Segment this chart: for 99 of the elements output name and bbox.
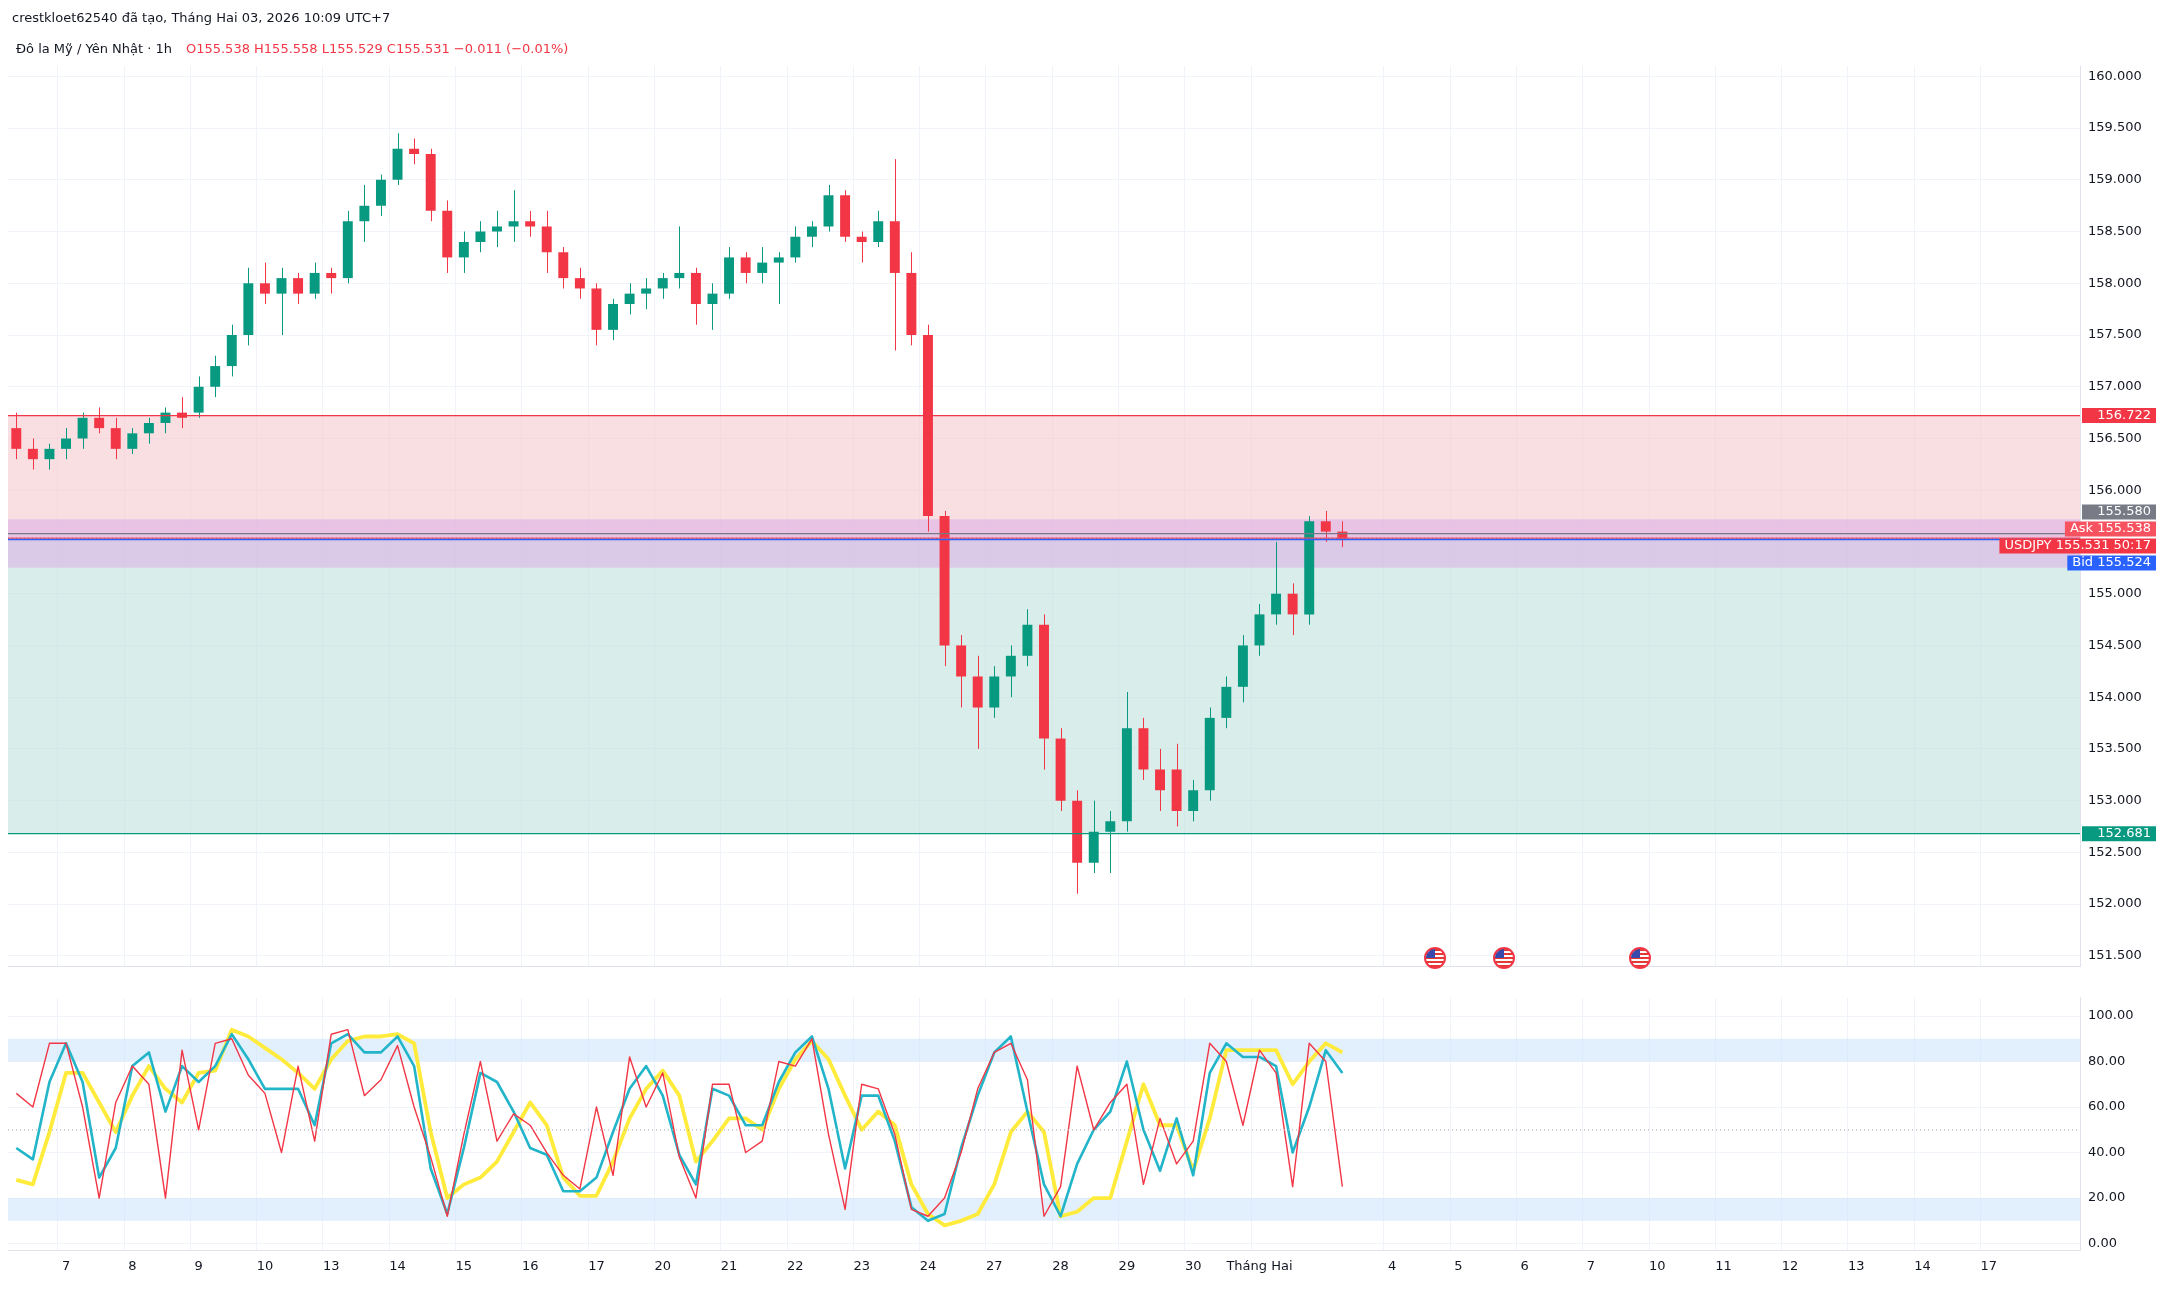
candlestick: [61, 427, 71, 460]
x-tick-label: 12: [1781, 1257, 1799, 1273]
candlestick: [773, 251, 784, 305]
y-tick-label: 157.000: [2088, 378, 2142, 394]
candlestick: [790, 225, 801, 264]
y-tick-label: 159.000: [2088, 171, 2142, 187]
candlestick: [508, 189, 519, 243]
candlestick: [143, 417, 154, 445]
x-tick-label: 14: [1914, 1257, 1931, 1273]
x-tick-label: 30: [1184, 1257, 1202, 1273]
candlestick: [757, 246, 768, 284]
candlestick: [873, 210, 884, 248]
candlestick: [624, 282, 635, 315]
text: crestkloet62540 đã tạo, Tháng Hai 03, 2026 10:09 UTC+7: [12, 10, 391, 25]
candlestick: [1320, 510, 1331, 543]
candlestick: [1287, 582, 1298, 636]
candlestick: [657, 272, 668, 300]
candlestick: [1155, 748, 1166, 812]
x-tick-label: 10: [1649, 1257, 1666, 1273]
x-tick-label: 7: [61, 1257, 71, 1273]
candlestick: [210, 355, 221, 398]
candlestick: [641, 277, 652, 310]
y-tick-label: 158.500: [2088, 222, 2142, 238]
candlestick: [326, 267, 337, 295]
candlestick: [740, 251, 751, 284]
candlestick: [574, 267, 585, 300]
candlestick: [525, 210, 536, 238]
y-tick-label: 158.000: [2088, 274, 2142, 290]
x-tick-label: Tháng Hai: [1225, 1257, 1293, 1273]
candlestick: [293, 272, 304, 305]
candlestick: [27, 438, 38, 471]
x-tick-label: 10: [256, 1257, 274, 1273]
x-tick-label: 23: [853, 1257, 870, 1273]
ref-line-label: USDJPY 155.531 50:17: [2004, 537, 2151, 553]
y-tick-label: 159.500: [2088, 119, 2142, 135]
y-tick-label: 155.000: [2088, 585, 2142, 601]
ref-line-label: 152.681: [2097, 825, 2151, 841]
ref-line-label: Ask 155.538: [2069, 520, 2151, 536]
x-tick-label: 4: [1387, 1257, 1397, 1273]
x-tick-label: 9: [194, 1257, 203, 1273]
ref-line-label: 156.722: [2097, 406, 2151, 422]
y-tick-label: 40.00: [2088, 1143, 2126, 1159]
y-tick-label: 154.000: [2088, 688, 2142, 704]
x-tick-label: 14: [389, 1257, 406, 1273]
candlestick: [309, 262, 320, 300]
candlestick: [475, 220, 486, 253]
y-tick-label: 153.000: [2088, 792, 2142, 808]
ref-line-label: Bid 155.524: [2072, 554, 2151, 570]
x-tick-label: 15: [455, 1257, 473, 1273]
candlestick: [806, 220, 817, 248]
candlestick: [359, 184, 370, 243]
candlestick: [1005, 644, 1016, 698]
y-tick-label: 153.500: [2088, 740, 2142, 756]
x-tick-label: 17: [1980, 1257, 1998, 1273]
x-tick-label: 24: [919, 1257, 937, 1273]
x-tick-label: 8: [128, 1257, 137, 1273]
y-tick-label: 0.00: [2088, 1234, 2117, 1250]
y-tick-label: 60.00: [2088, 1098, 2126, 1114]
y-tick-label: 80.00: [2088, 1052, 2126, 1068]
candlestick: [409, 137, 420, 165]
candlestick: [44, 443, 55, 471]
y-tick-label: 157.500: [2088, 326, 2142, 342]
candlestick: [77, 412, 88, 450]
candlestick: [492, 210, 502, 248]
ref-line-label: 155.580: [2097, 503, 2151, 519]
y-tick-label: 100.00: [2088, 1007, 2134, 1023]
x-tick-label: 29: [1118, 1257, 1136, 1273]
x-tick-label: 6: [1520, 1257, 1529, 1273]
x-tick-label: 7: [1586, 1257, 1596, 1273]
chart-subtitle: O155.538 H155.558 L155.529 C155.531 −0.011 (−0.01%): [185, 41, 569, 57]
x-tick-label: 21: [720, 1257, 738, 1273]
candlestick: [276, 267, 287, 336]
candlestick: [110, 417, 121, 460]
x-tick-label: 13: [1847, 1257, 1865, 1273]
candlestick: [458, 231, 469, 274]
y-tick-label: 154.500: [2088, 636, 2142, 652]
x-tick-label: 17: [588, 1257, 605, 1273]
candlestick: [259, 262, 270, 305]
candlestick: [856, 231, 867, 264]
x-tick-label: 28: [1052, 1257, 1069, 1273]
y-tick-label: 160.000: [2088, 67, 2142, 83]
x-tick-label: 5: [1454, 1257, 1463, 1273]
x-tick-label: 20: [654, 1257, 672, 1273]
candlestick: [127, 427, 138, 455]
candlestick: [1188, 779, 1199, 822]
y-tick-label: 156.500: [2088, 429, 2142, 445]
y-tick-label: 152.000: [2088, 895, 2142, 911]
x-tick-label: 22: [787, 1257, 804, 1273]
y-tick-label: 20.00: [2088, 1189, 2126, 1205]
y-tick-label: 156.000: [2088, 481, 2142, 497]
y-tick-label: 152.500: [2088, 843, 2142, 859]
x-tick-label: 27: [986, 1257, 1003, 1273]
x-tick-label: 16: [521, 1257, 539, 1273]
y-tick-label: 151.500: [2088, 947, 2142, 963]
x-tick-label: 11: [1715, 1257, 1732, 1273]
candlestick: [1271, 541, 1282, 626]
chart-title: Đô la Mỹ / Yên Nhật · 1h: [16, 41, 172, 57]
candlestick: [674, 225, 685, 289]
x-tick-label: 13: [322, 1257, 340, 1273]
